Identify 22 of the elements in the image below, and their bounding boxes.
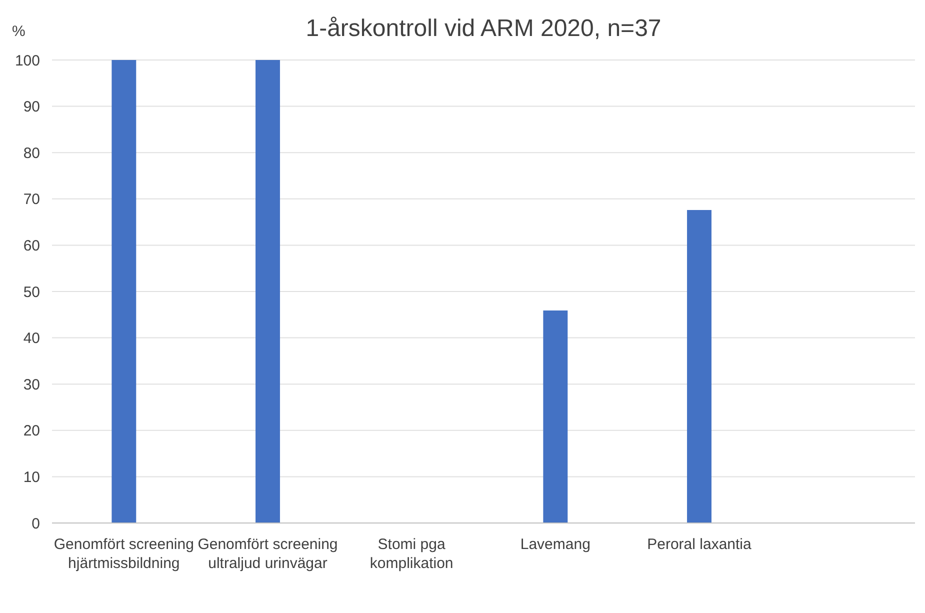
x-tick-label: Genomfört screening hjärtmissbildning: [54, 536, 194, 572]
y-tick-label: 0: [32, 515, 40, 532]
y-tick-label: 50: [23, 284, 40, 301]
bar: [112, 60, 136, 523]
y-tick-label: 40: [23, 330, 40, 348]
chart-title: 1-årskontroll vid ARM 2020, n=37: [306, 15, 662, 42]
bar: [687, 210, 712, 523]
y-tick-label: 10: [23, 468, 40, 486]
x-tick-label: Stomi pga komplikation: [370, 536, 454, 572]
bar: [543, 310, 568, 523]
x-tick-label: Lavemang: [520, 536, 590, 553]
y-tick-label: 80: [23, 144, 40, 162]
x-tick-label: Genomfört screening ultraljud urinvägar: [198, 536, 338, 572]
y-tick-label: 60: [23, 237, 40, 254]
y-tick-label: 70: [23, 191, 40, 208]
y-axis-title: %: [12, 23, 26, 40]
bar: [256, 60, 280, 523]
y-tick-label: 20: [23, 422, 40, 440]
y-tick-label: 100: [14, 52, 40, 70]
y-tick-label: 90: [23, 98, 40, 116]
y-tick-label: 30: [23, 376, 40, 394]
x-tick-label: Peroral laxantia: [647, 536, 752, 553]
